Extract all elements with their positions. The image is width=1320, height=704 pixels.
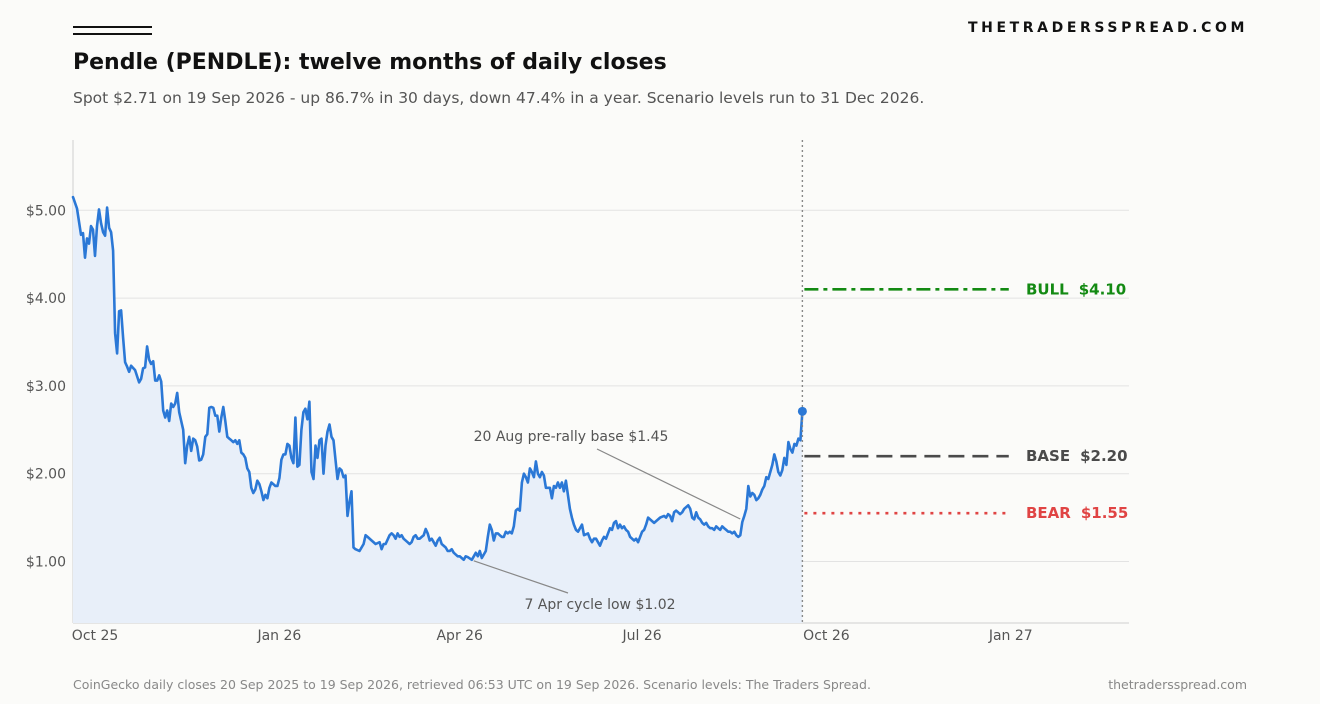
footer-site: thetradersspread.com bbox=[1108, 677, 1247, 692]
chart-title: Pendle (PENDLE): twelve months of daily … bbox=[73, 50, 667, 75]
annotation-prerally-base: 20 Aug pre-rally base $1.45 bbox=[474, 429, 669, 445]
x-tick-label: Jan 26 bbox=[256, 628, 301, 644]
x-tick-label: Oct 25 bbox=[72, 628, 118, 644]
brand-wordmark: THETRADERSSPREAD.COM bbox=[968, 20, 1248, 36]
scenario-value-base: $2.20 bbox=[1080, 447, 1127, 465]
x-tick-label: Apr 26 bbox=[436, 628, 483, 644]
price-line bbox=[71, 195, 804, 562]
scenario-name-bull: BULL bbox=[1026, 280, 1069, 298]
y-tick-label: $3.00 bbox=[26, 379, 66, 395]
annotation-leader-prerally bbox=[596, 448, 741, 520]
scenario-label-bear: BEAR $1.55 bbox=[1026, 504, 1128, 522]
x-tick-label: Oct 26 bbox=[803, 628, 850, 644]
source-note: CoinGecko daily closes 20 Sep 2025 to 19… bbox=[73, 677, 871, 692]
scenario-value-bear: $1.55 bbox=[1081, 504, 1128, 522]
y-tick-label: $5.00 bbox=[26, 203, 66, 219]
scenario-name-bear: BEAR bbox=[1026, 504, 1071, 522]
scenario-name-base: BASE bbox=[1026, 447, 1070, 465]
y-tick-label: $4.00 bbox=[26, 291, 66, 307]
scenario-value-bull: $4.10 bbox=[1079, 280, 1126, 298]
header-rule-top bbox=[73, 26, 152, 28]
annotation-cycle-low: 7 Apr cycle low $1.02 bbox=[524, 597, 675, 613]
chart-subtitle: Spot $2.71 on 19 Sep 2026 - up 86.7% in … bbox=[73, 89, 925, 107]
price-area-fill bbox=[73, 197, 803, 623]
scenario-label-bull: BULL $4.10 bbox=[1026, 280, 1126, 298]
annotation-leader-cycle-low bbox=[473, 560, 569, 594]
scenario-label-base: BASE $2.20 bbox=[1026, 447, 1128, 465]
x-tick-label: Jan 27 bbox=[988, 628, 1033, 644]
spot-price-marker bbox=[797, 406, 807, 416]
x-tick-label: Jul 26 bbox=[621, 628, 661, 644]
y-tick-label: $1.00 bbox=[26, 555, 66, 571]
y-tick-label: $2.00 bbox=[26, 467, 66, 483]
header-rule-bottom bbox=[73, 33, 152, 35]
